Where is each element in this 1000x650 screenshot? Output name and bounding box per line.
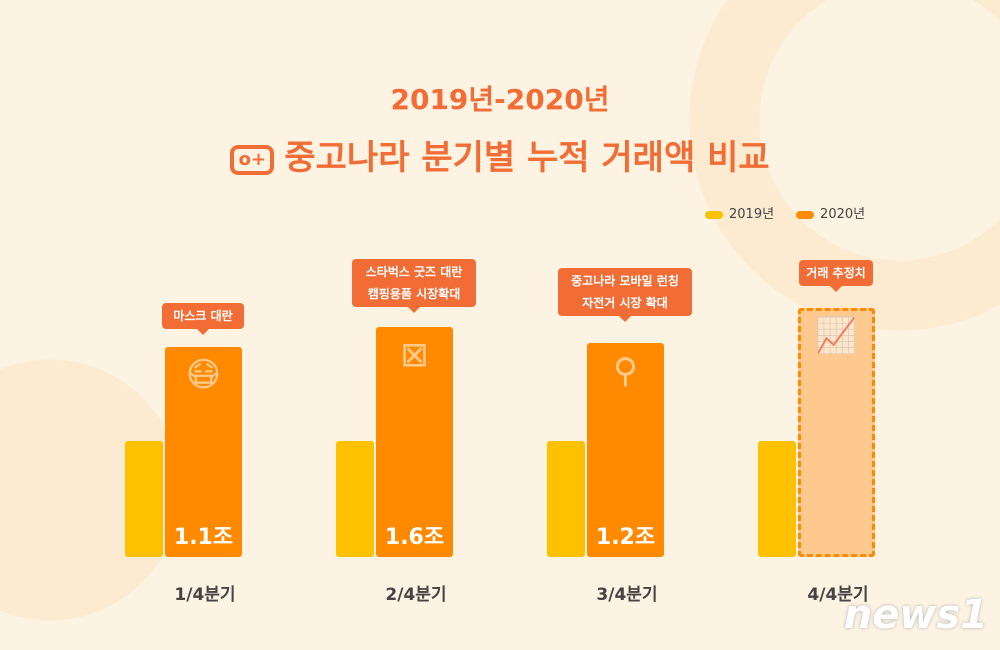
data-label: 1.1조: [173, 525, 234, 550]
legend-label-2020: 2020년: [820, 207, 866, 222]
chart-growth-icon: 📈: [815, 316, 858, 356]
title-text: 중고나라 분기별 누적 거래액 비교: [284, 138, 770, 178]
bar-2019: [125, 441, 163, 557]
annotation-callout: 중고나라 모바일 런칭 자전거 시장 확대: [558, 268, 692, 322]
category-label: 4/4분기: [807, 585, 869, 605]
bar-2020: [798, 308, 875, 557]
legend-swatch-2019: [705, 210, 723, 219]
chart-title: o+ 중고나라 분기별 누적 거래액 비교: [0, 130, 1000, 179]
bar-2019: [758, 441, 796, 557]
director-chair-icon: ⊠: [400, 335, 429, 375]
annotation-callout: 스타벅스 굿즈 대란 캠핑용품 시장확대: [352, 259, 476, 313]
bar-2020: [587, 343, 664, 557]
bar-2019: [547, 441, 585, 557]
annotation-callout: 마스크 대란: [162, 303, 244, 335]
annotation-callout: 거래 추정치: [799, 260, 873, 292]
legend-label-2019: 2019년: [729, 207, 775, 222]
mask-icon: 😷: [185, 355, 222, 395]
data-label: 1.2조: [595, 525, 656, 550]
legend-swatch-2020: [796, 210, 815, 219]
category-label: 2/4분기: [385, 585, 447, 605]
category-label: 3/4분기: [596, 585, 658, 605]
bicycle-icon: ⚲: [613, 351, 638, 391]
category-label: 1/4분기: [174, 585, 236, 605]
data-label: 1.6조: [384, 525, 445, 550]
legend-2020: 2020년: [796, 203, 865, 222]
bar-2020: [165, 347, 242, 557]
subtitle: 2019년-2020년: [390, 83, 610, 116]
legend-2019: 2019년: [705, 203, 774, 222]
chat-icon: o+: [230, 144, 275, 175]
bar-2020: [376, 327, 453, 557]
news1-logo: news1: [843, 592, 988, 638]
legend: 2019년 2020년: [705, 203, 865, 222]
bar-2019: [336, 441, 374, 557]
